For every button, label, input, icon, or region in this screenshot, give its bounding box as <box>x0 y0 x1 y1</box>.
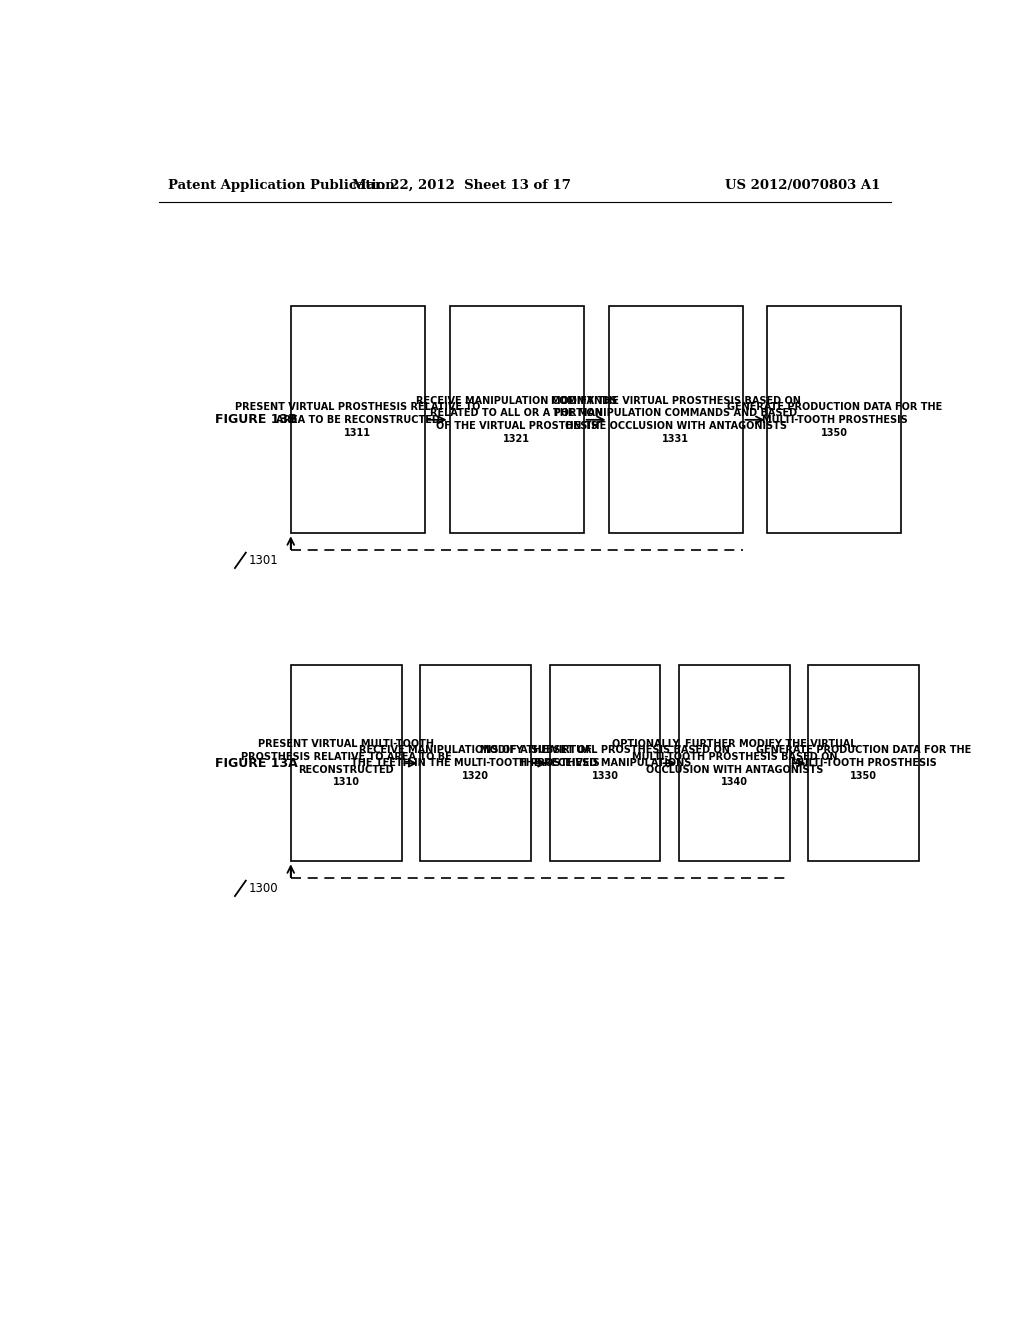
Text: PRESENT VIRTUAL MULTI-TOOTH
PROSTHESIS RELATIVE TO AREA TO BE
RECONSTRUCTED
1310: PRESENT VIRTUAL MULTI-TOOTH PROSTHESIS R… <box>241 739 452 788</box>
Text: RECEIVE MANIPULATION COMMANDS
RELATED TO ALL OR A PORTION
OF THE VIRTUAL PROSTHE: RECEIVE MANIPULATION COMMANDS RELATED TO… <box>416 396 617 444</box>
Bar <box>291 306 425 533</box>
Bar <box>550 665 660 862</box>
Bar <box>608 306 742 533</box>
Text: 1301: 1301 <box>249 554 279 566</box>
Text: FIGURE 13B: FIGURE 13B <box>215 413 297 426</box>
Text: GENERATE PRODUCTION DATA FOR THE
MULTI-TOOTH PROSTHESIS
1350: GENERATE PRODUCTION DATA FOR THE MULTI-T… <box>757 746 972 781</box>
Bar <box>450 306 584 533</box>
Text: Mar. 22, 2012  Sheet 13 of 17: Mar. 22, 2012 Sheet 13 of 17 <box>352 178 570 191</box>
Text: PRESENT VIRTUAL PROSTHESIS RELATIVE TO
AREA TO BE RECONSTRUCTED
1311: PRESENT VIRTUAL PROSTHESIS RELATIVE TO A… <box>236 403 480 438</box>
Bar <box>291 665 401 862</box>
Bar <box>809 665 920 862</box>
Text: GENERATE PRODUCTION DATA FOR THE
MULTI-TOOTH PROSTHESIS
1350: GENERATE PRODUCTION DATA FOR THE MULTI-T… <box>727 403 942 438</box>
Bar <box>767 306 901 533</box>
Text: 1300: 1300 <box>249 882 279 895</box>
Text: Patent Application Publication: Patent Application Publication <box>168 178 395 191</box>
Text: FIGURE 13A: FIGURE 13A <box>215 756 298 770</box>
Text: OPTIONALLY, FURTHER MODIFY THE VIRTUAL
MULTI-TOOTH PROSTHESIS BASED ON
OCCLUSION: OPTIONALLY, FURTHER MODIFY THE VIRTUAL M… <box>612 739 857 788</box>
Bar <box>420 665 531 862</box>
Bar <box>679 665 790 862</box>
Text: US 2012/0070803 A1: US 2012/0070803 A1 <box>725 178 880 191</box>
Text: MODIFY THE VIRTUAL PROSTHESIS BASED ON
THE MANIPULATION COMMANDS AND BASED
ON TH: MODIFY THE VIRTUAL PROSTHESIS BASED ON T… <box>551 396 801 444</box>
Text: MODIFY THE VIRTUAL PROSTHESIS BASED ON
THE RECEIVED MANIPULATIONS
1330: MODIFY THE VIRTUAL PROSTHESIS BASED ON T… <box>480 746 730 781</box>
Text: RECEIVE MANIPULATIONS OF A SUBSET OF
THE TEETH IN THE MULTI-TOOTH PROSTHESIS
132: RECEIVE MANIPULATIONS OF A SUBSET OF THE… <box>351 746 600 781</box>
